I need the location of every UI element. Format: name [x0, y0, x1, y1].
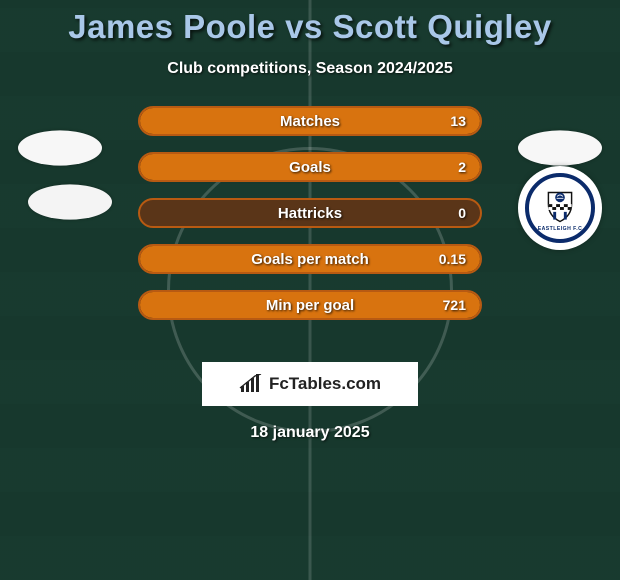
stat-bar-label: Goals per match [140, 246, 480, 272]
stat-bar-value: 721 [443, 292, 466, 318]
home-club-badge-1 [18, 130, 102, 165]
away-club-badge-1 [518, 130, 602, 165]
stat-bars: Matches13 Goals2 Hattricks0 Goals per match… [138, 106, 482, 336]
page-title: James Poole vs Scott Quigley [0, 8, 620, 46]
stat-bar: Matches13 [138, 106, 482, 136]
bar-chart-icon [239, 374, 263, 394]
stat-bar-label: Hattricks [140, 200, 480, 226]
stat-bar: Goals2 [138, 152, 482, 182]
brand-text: FcTables.com [269, 374, 381, 394]
stat-bar-value: 2 [458, 154, 466, 180]
stat-bar-value: 0 [458, 200, 466, 226]
home-club-badge-2 [28, 184, 112, 219]
stat-bar-value: 13 [450, 108, 466, 134]
stat-bar-label: Matches [140, 108, 480, 134]
away-club-badge-2: EASTLEIGH F.C [518, 166, 602, 250]
comparison-stage: EASTLEIGH F.C [0, 106, 620, 336]
eastleigh-crest: EASTLEIGH F.C [525, 173, 595, 243]
svg-text:EASTLEIGH F.C: EASTLEIGH F.C [538, 226, 583, 232]
stat-bar: Min per goal721 [138, 290, 482, 320]
stat-bar-label: Min per goal [140, 292, 480, 318]
stat-bar-label: Goals [140, 154, 480, 180]
stat-bar: Hattricks0 [138, 198, 482, 228]
stat-bar-value: 0.15 [439, 246, 466, 272]
club-crest-icon: EASTLEIGH F.C [531, 179, 589, 237]
subtitle: Club competitions, Season 2024/2025 [0, 60, 620, 78]
fctables-logo: FcTables.com [202, 362, 418, 406]
stat-bar: Goals per match0.15 [138, 244, 482, 274]
snapshot-date: 18 january 2025 [250, 424, 369, 442]
